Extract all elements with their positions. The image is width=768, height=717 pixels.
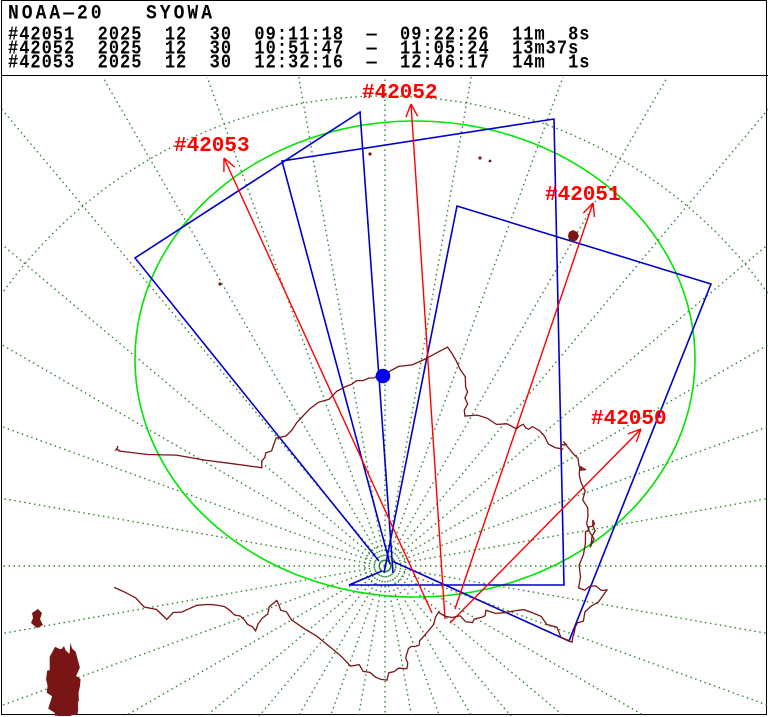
svg-text:#42050: #42050 xyxy=(591,408,667,431)
svg-text:#42051: #42051 xyxy=(545,184,621,207)
svg-text:#42052: #42052 xyxy=(362,82,438,105)
svg-text:#42053: #42053 xyxy=(174,135,250,158)
